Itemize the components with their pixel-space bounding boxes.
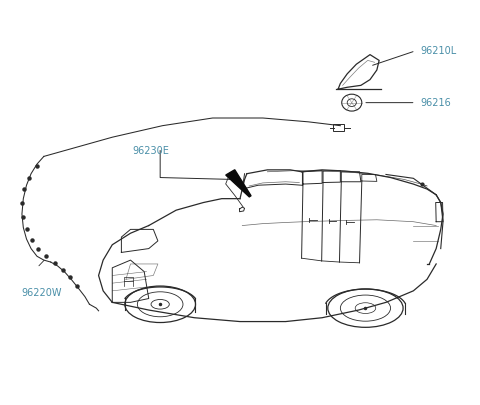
Polygon shape bbox=[226, 170, 251, 197]
Text: 96230E: 96230E bbox=[133, 146, 169, 156]
FancyBboxPatch shape bbox=[333, 124, 344, 131]
Text: 96220W: 96220W bbox=[21, 288, 61, 298]
Text: 96210L: 96210L bbox=[420, 46, 456, 56]
Text: 96216: 96216 bbox=[420, 98, 451, 108]
